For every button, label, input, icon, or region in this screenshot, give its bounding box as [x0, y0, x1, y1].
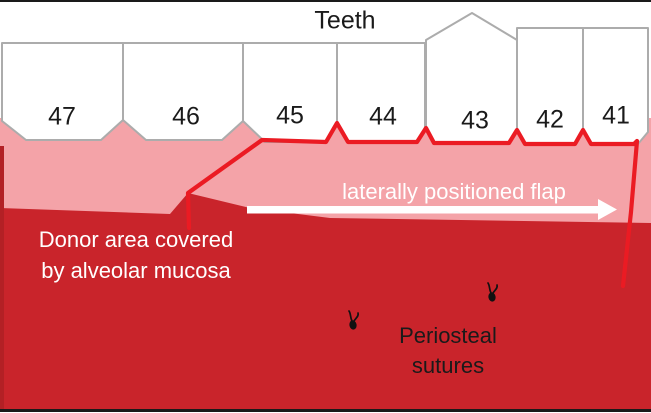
flap-incision-outline — [185, 120, 640, 289]
tooth-41-number: 41 — [602, 101, 630, 130]
donor-area-label-line2: by alveolar mucosa — [41, 258, 231, 283]
teeth-title: Teeth — [314, 6, 376, 35]
top-border — [0, 0, 651, 2]
lateral-arrow-shaft — [247, 206, 599, 214]
donor-area — [0, 193, 651, 411]
lateral-arrow — [247, 199, 617, 220]
periosteal-sutures-label-line2: sutures — [411, 353, 485, 378]
lateral-arrow-head — [598, 199, 617, 220]
suture-knot-icon — [487, 282, 499, 302]
donor-area-label: Donor area covered by alveolar mucosa — [28, 224, 244, 286]
laterally-positioned-flap-label: laterally positioned flap — [342, 179, 566, 204]
tooth-47-number: 47 — [48, 102, 76, 131]
bottom-border — [0, 409, 651, 412]
tooth-43-number: 43 — [461, 106, 489, 135]
teeth-row — [1, 12, 649, 145]
tooth-45-number: 45 — [276, 101, 304, 130]
tooth-46-number: 46 — [172, 102, 200, 131]
suture-knot-icon — [348, 310, 360, 330]
tooth-44-number: 44 — [369, 102, 397, 131]
periosteal-sutures-label: Periosteal sutures — [368, 321, 528, 381]
tooth-42-number: 42 — [536, 105, 564, 134]
periosteal-sutures-label-line1: Periosteal — [399, 323, 497, 348]
donor-area-label-line1: Donor area covered — [38, 227, 234, 252]
figure-left-edge — [0, 146, 4, 409]
